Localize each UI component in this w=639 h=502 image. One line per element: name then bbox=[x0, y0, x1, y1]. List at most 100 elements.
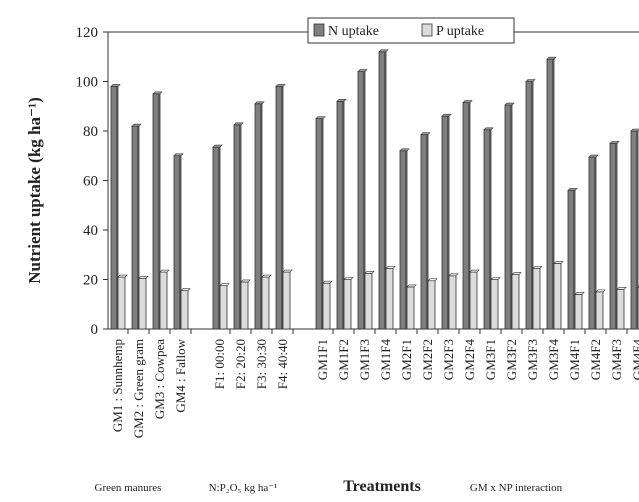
p-uptake-bar-top bbox=[138, 275, 149, 279]
x-category-label: GM3F2 bbox=[504, 339, 519, 380]
p-uptake-bar bbox=[385, 267, 394, 330]
p-uptake-bar bbox=[406, 286, 415, 330]
p-uptake-bar bbox=[180, 290, 189, 330]
x-category-label: GM2F3 bbox=[441, 339, 456, 380]
p-uptake-bar-top bbox=[322, 280, 333, 284]
p-uptake-bar-top bbox=[448, 273, 459, 277]
n-uptake-bar-shade bbox=[363, 71, 365, 329]
n-uptake-bar-shade bbox=[218, 147, 220, 329]
x-category-label: F4: 40:40 bbox=[275, 339, 290, 389]
n-uptake-bar-top bbox=[609, 141, 620, 144]
p-uptake-bar bbox=[261, 276, 270, 330]
n-uptake-bar-top bbox=[567, 188, 578, 191]
y-tick-label: 80 bbox=[83, 124, 98, 140]
y-tick-label: 20 bbox=[83, 273, 98, 289]
group-caption: Green manures bbox=[95, 482, 162, 494]
n-uptake-bar-top bbox=[110, 84, 121, 87]
x-category-label: GM1F4 bbox=[378, 339, 393, 381]
n-uptake-bar-shade bbox=[116, 86, 118, 329]
n-uptake-bar-shade bbox=[426, 134, 428, 329]
n-uptake-bar-shade bbox=[615, 143, 617, 329]
n-uptake-bar-top bbox=[420, 132, 431, 136]
p-uptake-bar bbox=[322, 282, 331, 330]
n-uptake-bar-shade bbox=[137, 126, 139, 329]
x-category-label: GM3F1 bbox=[483, 339, 498, 380]
n-uptake-bar-top bbox=[152, 91, 163, 95]
p-uptake-bar bbox=[595, 291, 604, 330]
x-category-label: GM3 : Cowpea bbox=[152, 339, 167, 419]
x-category-label: F1: 00:00 bbox=[212, 339, 227, 389]
p-uptake-bar-top bbox=[406, 284, 417, 288]
n-uptake-bar-top bbox=[483, 127, 494, 131]
y-tick-label: 40 bbox=[83, 223, 98, 239]
legend-label-n-uptake: N uptake bbox=[328, 24, 379, 39]
p-uptake-bar bbox=[427, 280, 436, 330]
n-uptake-bar-top bbox=[173, 153, 184, 157]
x-category-label: GM3F3 bbox=[525, 339, 540, 380]
n-uptake-bar-shade bbox=[239, 124, 241, 329]
p-uptake-bar-top bbox=[261, 274, 272, 278]
n-uptake-bar-top bbox=[588, 154, 599, 158]
x-category-label: GM4F3 bbox=[609, 339, 624, 380]
x-category-label: GM2 : Green gram bbox=[131, 339, 146, 438]
n-uptake-bar-top bbox=[233, 122, 244, 126]
p-uptake-bar bbox=[448, 275, 457, 330]
p-uptake-bar bbox=[343, 279, 352, 330]
group-caption: Treatments bbox=[343, 478, 421, 495]
n-uptake-bar-top bbox=[131, 123, 142, 127]
p-uptake-bar-top bbox=[595, 289, 606, 293]
y-tick-label: 0 bbox=[91, 322, 99, 338]
p-uptake-bar bbox=[616, 288, 625, 330]
n-uptake-bar-shade bbox=[636, 131, 638, 329]
n-uptake-bar-top bbox=[315, 116, 326, 119]
p-uptake-bar-top bbox=[364, 271, 375, 274]
x-category-label: GM1F3 bbox=[357, 339, 372, 380]
p-uptake-bar-top bbox=[117, 274, 128, 278]
legend-swatch-n-uptake bbox=[313, 23, 325, 37]
p-uptake-bar bbox=[240, 281, 249, 330]
y-tick-label: 60 bbox=[83, 174, 98, 190]
n-uptake-bar-shade bbox=[179, 155, 181, 329]
n-uptake-bar-top bbox=[357, 69, 368, 72]
n-uptake-bar-top bbox=[275, 84, 286, 87]
x-category-label: GM1F2 bbox=[336, 339, 351, 380]
n-uptake-bar-shade bbox=[405, 150, 407, 329]
n-uptake-bar-shade bbox=[342, 101, 344, 329]
n-uptake-bar-top bbox=[336, 99, 347, 102]
n-uptake-bar-top bbox=[504, 102, 515, 106]
n-uptake-bar-shade bbox=[158, 93, 160, 329]
p-uptake-bar bbox=[138, 277, 147, 330]
n-uptake-bar-shade bbox=[489, 129, 491, 329]
group-caption: N:P₂O₅ kg ha⁻¹ bbox=[209, 482, 278, 494]
legend-box bbox=[307, 17, 515, 44]
y-axis-title: Nutrient uptake (kg ha⁻¹) bbox=[25, 97, 44, 283]
n-uptake-bar-shade bbox=[447, 116, 449, 330]
n-uptake-bar-shade bbox=[384, 51, 386, 330]
x-category-label: GM1 : Sunnhemp bbox=[110, 339, 125, 432]
n-uptake-bar-top bbox=[441, 113, 452, 117]
p-uptake-bar-top bbox=[343, 277, 354, 280]
p-uptake-bar-top bbox=[469, 269, 480, 273]
n-uptake-bar-shade bbox=[468, 102, 470, 329]
p-uptake-bar-top bbox=[553, 261, 564, 264]
n-uptake-bar-top bbox=[546, 56, 557, 60]
x-category-label: GM4F2 bbox=[588, 339, 603, 380]
n-uptake-bar-shade bbox=[552, 59, 554, 329]
n-uptake-bar-shade bbox=[510, 105, 512, 329]
n-uptake-bar-top bbox=[630, 128, 639, 132]
x-category-label: GM3F4 bbox=[546, 339, 561, 381]
n-uptake-bar-shade bbox=[260, 103, 262, 330]
p-uptake-bar bbox=[282, 271, 291, 330]
n-uptake-bar-top bbox=[212, 144, 223, 148]
p-uptake-bar bbox=[469, 271, 478, 330]
n-uptake-bar-top bbox=[462, 100, 473, 103]
y-tick-label: 100 bbox=[76, 75, 99, 91]
legend-label-p-uptake: P uptake bbox=[436, 24, 484, 39]
n-uptake-bar-top bbox=[378, 49, 389, 53]
x-category-label: GM1F1 bbox=[315, 339, 330, 380]
n-uptake-bar-shade bbox=[594, 156, 596, 329]
p-uptake-bar bbox=[117, 276, 126, 330]
y-tick-label: 120 bbox=[76, 25, 99, 41]
p-uptake-bar-top bbox=[282, 269, 293, 273]
